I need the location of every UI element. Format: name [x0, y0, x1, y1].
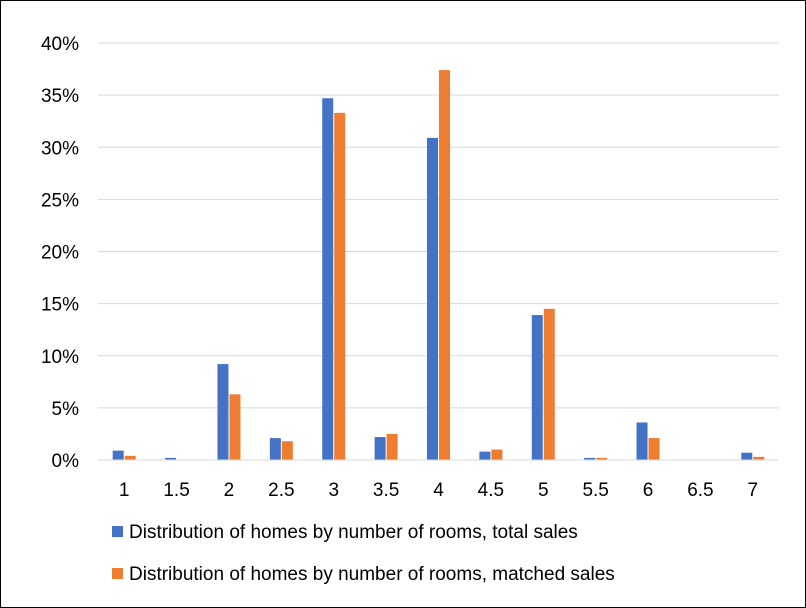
- x-tick-label: 6: [643, 480, 654, 501]
- legend-label-2: Distribution of homes by number of rooms…: [129, 564, 615, 585]
- bar-series-2: [439, 70, 450, 460]
- y-tick-label: 40%: [41, 34, 79, 55]
- bar-series-2: [596, 457, 608, 460]
- x-tick-label: 5.5: [582, 480, 608, 501]
- bar-series-2: [124, 455, 136, 460]
- bars: [112, 70, 765, 460]
- legend: Distribution of homes by number of rooms…: [112, 522, 615, 585]
- y-tick-label: 10%: [41, 347, 79, 368]
- legend-swatch-2: [112, 568, 123, 579]
- bar-series-1: [112, 450, 124, 460]
- bar-series-1: [636, 422, 648, 460]
- bar-series-1: [374, 437, 386, 460]
- x-tick-label: 6.5: [687, 480, 713, 501]
- x-tick-label: 2: [224, 480, 235, 501]
- gridlines: [98, 42, 779, 409]
- bar-series-1: [165, 457, 177, 460]
- bar-series-2: [648, 438, 660, 460]
- x-tick-label: 4.5: [478, 480, 504, 501]
- x-tick-label: 1: [119, 480, 130, 501]
- x-tick-label: 4: [433, 480, 444, 501]
- bar-series-2: [281, 441, 293, 460]
- x-tick-label: 2.5: [268, 480, 294, 501]
- bar-series-1: [531, 315, 543, 460]
- y-tick-label: 15%: [41, 295, 79, 316]
- y-tick-label: 20%: [41, 243, 79, 264]
- bar-series-1: [479, 451, 491, 460]
- bar-series-2: [229, 394, 241, 460]
- x-tick-label: 3: [328, 480, 339, 501]
- x-tick-label: 1.5: [163, 480, 189, 501]
- bar-series-1: [217, 364, 229, 460]
- y-tick-label: 25%: [41, 190, 79, 211]
- bar-series-2: [386, 433, 398, 460]
- legend-swatch-1: [112, 526, 123, 537]
- bar-series-2: [543, 308, 555, 460]
- x-tick-label: 5: [538, 480, 549, 501]
- y-tick-label: 30%: [41, 138, 79, 159]
- legend-label-1: Distribution of homes by number of rooms…: [129, 522, 578, 543]
- bar-series-2: [753, 456, 765, 460]
- bar-series-1: [584, 457, 596, 460]
- bar-series-2: [334, 112, 346, 460]
- bar-series-1: [427, 137, 438, 460]
- bar-series-1: [269, 438, 281, 460]
- axes: 0% 5% 10% 15% 20% 25% 30% 35% 40% 1 1.5 2 2.5 3 3.5 4 4.…: [41, 34, 779, 501]
- x-tick-label: 3.5: [373, 480, 399, 501]
- bar-series-1: [322, 98, 334, 460]
- y-tick-label: 35%: [41, 86, 79, 107]
- y-tick-label: 5%: [52, 399, 80, 420]
- bar-series-2: [491, 449, 503, 460]
- bar-series-1: [741, 452, 753, 460]
- x-tick-label: 7: [748, 480, 759, 501]
- y-tick-label: 0%: [52, 451, 80, 472]
